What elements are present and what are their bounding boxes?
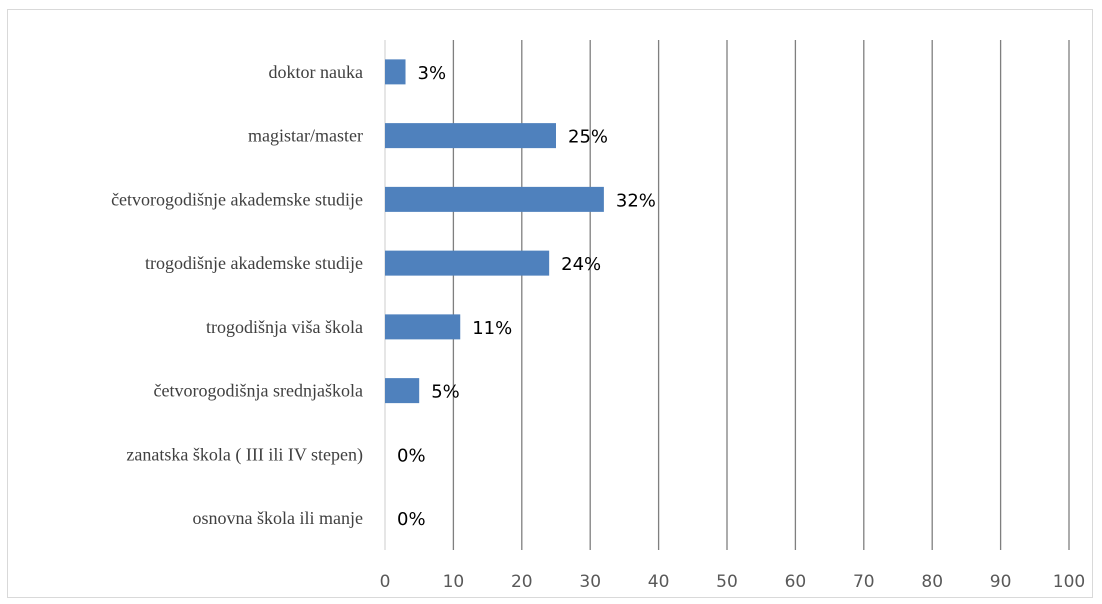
x-tick-label: 70 bbox=[853, 572, 875, 592]
bar bbox=[385, 250, 550, 276]
x-tick-label: 50 bbox=[716, 572, 738, 592]
data-label: 25% bbox=[568, 127, 608, 148]
x-tick-label: 80 bbox=[921, 572, 943, 592]
chart-frame bbox=[7, 9, 1093, 598]
category-label: trogodišnje akademske studije bbox=[145, 253, 363, 273]
x-tick-label: 90 bbox=[990, 572, 1012, 592]
bars bbox=[385, 59, 604, 404]
data-label: 0% bbox=[397, 509, 426, 530]
x-tick-label: 60 bbox=[785, 572, 807, 592]
bar bbox=[385, 186, 604, 212]
bar bbox=[385, 378, 420, 404]
x-tick-label: 10 bbox=[443, 572, 465, 592]
bar bbox=[385, 314, 461, 340]
category-label: magistar/master bbox=[248, 126, 363, 146]
data-label: 32% bbox=[616, 190, 656, 211]
category-labels: doktor nauka magistar/master četvorogodišn… bbox=[111, 62, 363, 528]
category-label: četvorogodišnje akademske studije bbox=[111, 189, 363, 209]
data-label: 3% bbox=[418, 63, 447, 84]
data-labels: 3% 25% 32% 24% 11% 5% 0% 0% bbox=[397, 63, 656, 530]
category-label: trogodišnja viša škola bbox=[206, 317, 363, 337]
x-tick-labels: 0 10 20 30 40 50 60 70 80 90 100 bbox=[380, 572, 1086, 592]
data-label: 0% bbox=[397, 445, 426, 466]
category-label: osnovna škola ili manje bbox=[193, 508, 363, 528]
x-tick-label: 0 bbox=[380, 572, 391, 592]
x-tick-label: 100 bbox=[1053, 572, 1085, 592]
x-tick-label: 20 bbox=[511, 572, 533, 592]
category-label: doktor nauka bbox=[269, 62, 363, 82]
data-label: 24% bbox=[561, 254, 601, 275]
category-label: zanatska škola ( III ili IV stepen) bbox=[126, 444, 363, 465]
category-label: četvorogodišnja srednjaškola bbox=[154, 381, 363, 401]
bar bbox=[385, 123, 556, 149]
x-tick-label: 40 bbox=[648, 572, 670, 592]
data-label: 11% bbox=[472, 318, 512, 339]
data-label: 5% bbox=[431, 382, 460, 403]
x-tick-label: 30 bbox=[579, 572, 601, 592]
bar bbox=[385, 59, 406, 85]
gridlines bbox=[384, 40, 1070, 550]
